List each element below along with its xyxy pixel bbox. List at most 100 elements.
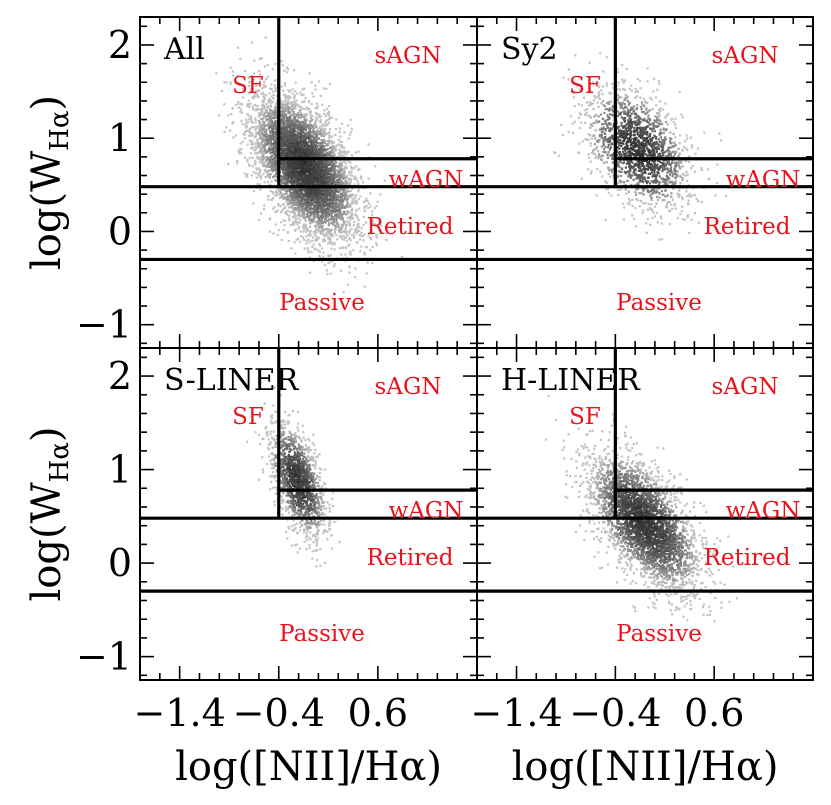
data-point [248,103,251,106]
data-point [310,207,313,210]
data-point [311,197,314,200]
data-point [297,213,300,216]
data-point [348,230,351,233]
data-point [274,89,277,93]
data-point [314,192,317,195]
data-point [273,151,276,154]
data-point [310,194,313,197]
data-point [299,176,302,179]
data-point [383,179,386,182]
data-point [257,119,260,123]
data-point [289,107,292,110]
data-point [280,127,283,130]
data-point [287,150,290,153]
data-point [266,143,269,146]
data-point [250,147,253,150]
data-point [347,137,350,140]
data-point [337,152,340,155]
data-point [297,113,300,117]
data-point [295,140,298,143]
data-point [313,233,316,236]
data-point [273,133,276,136]
data-point [313,164,316,167]
data-point [349,253,353,256]
data-point [251,147,255,150]
data-point [282,109,285,112]
data-point [300,197,304,200]
data-point [323,140,326,143]
data-point [267,136,270,139]
data-point [312,198,315,202]
data-point [283,183,286,186]
data-point [263,162,266,165]
data-point [277,202,280,206]
data-point [325,144,328,147]
data-point [302,123,305,126]
data-point [337,143,340,146]
data-point [337,187,341,190]
data-point [333,150,336,153]
data-point [286,213,289,216]
data-point [310,171,313,174]
data-point [272,149,276,152]
data-point [341,151,344,154]
data-point [348,224,351,227]
data-point [292,180,296,183]
data-point [288,141,292,145]
data-point [258,157,261,160]
data-point [338,211,341,215]
data-point [347,124,350,127]
data-point [323,141,326,144]
data-point [264,176,267,179]
data-point [294,107,297,110]
data-point [299,111,302,114]
data-point [301,131,304,134]
data-point [232,121,235,124]
data-point [291,205,294,208]
data-point [310,175,313,179]
data-point [326,148,329,151]
data-point [248,80,251,84]
data-point [282,229,285,232]
data-point [316,164,319,168]
data-point [344,162,347,165]
data-point [369,232,372,235]
data-point [299,113,302,116]
data-point [249,131,252,134]
data-point [351,217,354,220]
data-point [280,60,283,63]
data-point [305,127,308,130]
data-point [359,195,362,198]
data-point [300,154,303,157]
data-point [297,147,300,150]
data-point [297,159,300,163]
data-point [319,222,322,225]
data-point [314,209,317,212]
data-point [330,154,333,157]
data-point [274,122,277,125]
data-point [303,214,306,217]
data-point [313,160,316,163]
data-point [322,214,325,217]
data-point [327,112,330,115]
data-point [315,237,318,240]
data-point [252,171,255,174]
data-point [367,202,371,205]
data-point [319,166,322,169]
data-point [364,209,367,212]
data-point [279,110,282,113]
data-point [335,161,338,164]
data-point [307,101,311,104]
data-point [326,154,330,157]
data-point [245,118,248,121]
data-point [271,124,274,127]
data-point [364,199,367,203]
data-point [290,247,293,250]
data-point [263,156,266,159]
data-point [336,238,339,241]
data-point [314,131,318,134]
data-point [338,148,341,151]
data-point [314,119,317,122]
data-point [272,97,275,100]
